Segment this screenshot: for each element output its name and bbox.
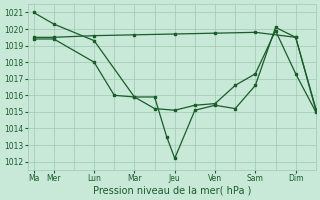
X-axis label: Pression niveau de la mer( hPa ): Pression niveau de la mer( hPa ) <box>92 186 251 196</box>
